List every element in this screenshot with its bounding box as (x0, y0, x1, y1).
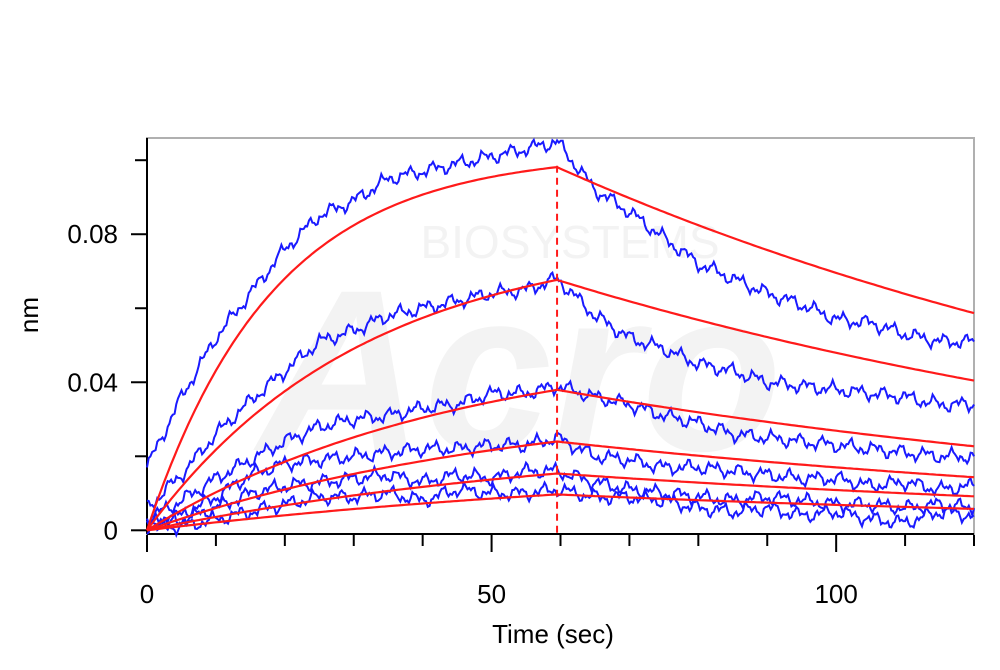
fit-curve (146, 440, 975, 532)
measured-curve (146, 137, 975, 468)
fit-series (145, 165, 975, 532)
x-tick-label: 100 (814, 579, 857, 609)
watermark-text: BIOSYSTEMS (420, 216, 719, 268)
measured-series (146, 137, 975, 539)
fit-curve (146, 493, 974, 532)
y-axis-title: nm (14, 297, 44, 333)
fit-curve (146, 278, 975, 531)
y-tick-label: 0.04 (67, 367, 118, 397)
y-tick-label: 0.08 (67, 219, 118, 249)
x-tick-label: 50 (477, 579, 506, 609)
x-axis-title: Time (sec) (492, 619, 614, 649)
fit-curve (146, 388, 975, 532)
x-tick-label: 0 (140, 579, 154, 609)
minor-ticks (131, 159, 975, 552)
y-tick-label: 0 (104, 515, 118, 545)
fit-curve (146, 472, 975, 532)
fit-curve (145, 165, 975, 531)
watermark-logo: Acro (253, 242, 782, 499)
tick-labels: 0 50 100 0 0.04 0.08 (67, 219, 857, 609)
